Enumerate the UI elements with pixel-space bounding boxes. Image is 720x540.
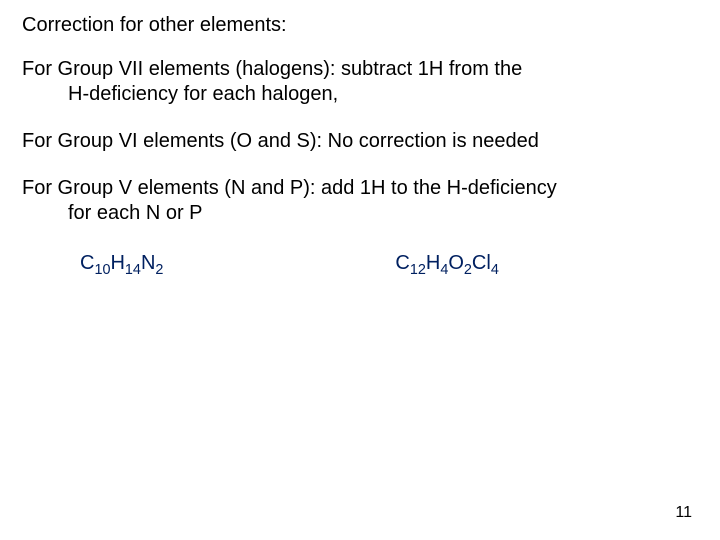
- formula-1: C10H14N2: [80, 252, 163, 275]
- slide-container: Correction for other elements: For Group…: [0, 0, 720, 540]
- formula-row: C10H14N2 C12H4O2Cl4: [22, 252, 698, 275]
- formula-2: C12H4O2Cl4: [395, 252, 498, 275]
- rule-group6: For Group VI elements (O and S): No corr…: [22, 129, 698, 154]
- rule-group5-line2: for each N or P: [22, 201, 203, 226]
- rule-group5: For Group V elements (N and P): add 1H t…: [22, 176, 698, 226]
- rule-group5-line1: For Group V elements (N and P): add 1H t…: [22, 177, 557, 199]
- page-number: 11: [675, 504, 692, 522]
- rule-group7-line2: H-deficiency for each halogen,: [22, 82, 338, 107]
- rule-group7-line1: For Group VII elements (halogens): subtr…: [22, 58, 522, 80]
- rule-group7: For Group VII elements (halogens): subtr…: [22, 57, 698, 107]
- slide-title: Correction for other elements:: [22, 14, 698, 37]
